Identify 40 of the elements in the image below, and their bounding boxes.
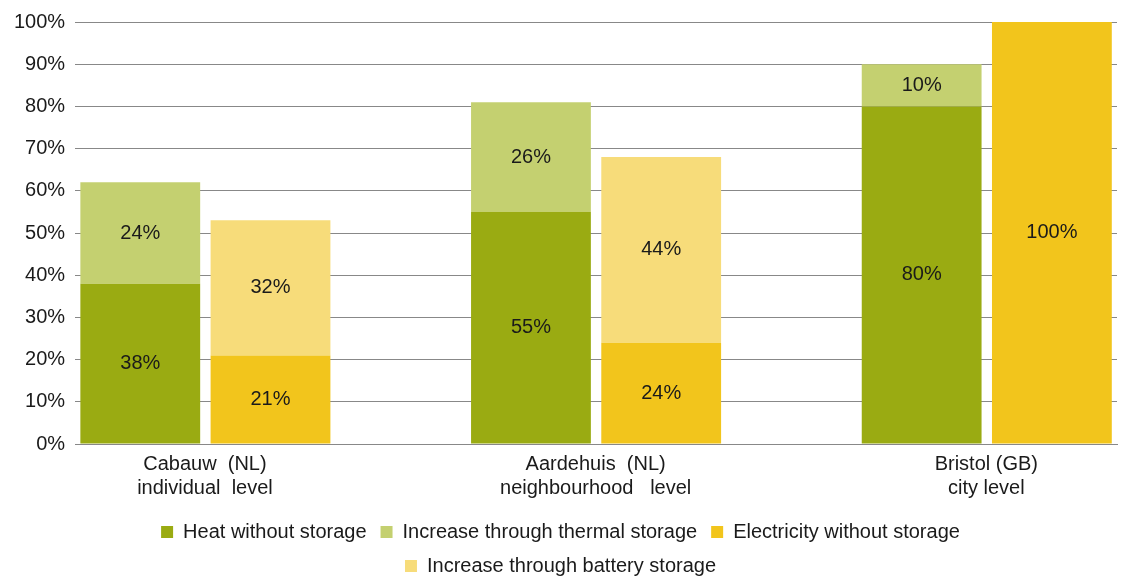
bar	[471, 211, 591, 444]
x-tick-label: Bristol (GB) city level	[934, 451, 1039, 498]
legend-label: Increase through thermal storage	[402, 519, 698, 542]
legend-label: Electricity without storage	[733, 519, 960, 542]
y-tick-label: 10%	[25, 389, 66, 412]
data-label: 21%	[250, 386, 291, 409]
y-tick-label: 100%	[14, 9, 66, 32]
bar	[80, 182, 201, 284]
bar	[861, 64, 982, 107]
data-label: 24%	[120, 220, 161, 243]
x-tick-label: Cabauw (NL) individual level	[137, 451, 273, 498]
legend-label: Increase through battery storage	[426, 553, 717, 576]
data-label: 24%	[641, 380, 682, 403]
bar	[210, 220, 331, 356]
data-label: 100%	[1026, 220, 1078, 243]
y-tick-label: 0%	[36, 431, 66, 454]
data-label: 80%	[901, 262, 942, 285]
data-label: 32%	[250, 275, 291, 298]
x-tick-label: Aardehuis (NL) neighbourhood level	[500, 451, 692, 498]
data-label: 26%	[510, 144, 552, 167]
data-label: 10%	[901, 72, 942, 95]
y-tick-label: 40%	[25, 262, 66, 285]
y-tick-label: 60%	[25, 178, 66, 201]
legend-label: Heat without storage	[183, 519, 367, 542]
bar	[601, 342, 722, 444]
y-tick-label: 20%	[25, 347, 66, 370]
bar	[601, 157, 722, 343]
bar	[80, 283, 201, 444]
y-tick-label: 70%	[25, 136, 66, 159]
bar	[991, 22, 1112, 444]
bar	[861, 106, 982, 444]
y-tick-label: 50%	[25, 220, 66, 243]
y-tick-label: 30%	[25, 304, 66, 327]
data-label: 44%	[641, 237, 682, 260]
data-label: 55%	[510, 315, 552, 338]
y-tick-label: 80%	[25, 93, 66, 116]
bar	[471, 102, 591, 212]
bar	[210, 355, 331, 444]
y-tick-label: 90%	[25, 51, 66, 74]
data-label: 38%	[120, 351, 161, 374]
